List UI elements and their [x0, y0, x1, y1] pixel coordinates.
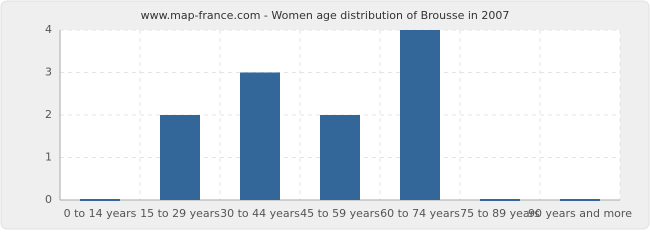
y-tick-label: 4 [45, 23, 52, 36]
bar [80, 199, 120, 201]
x-tick-label: 15 to 29 years [140, 207, 220, 220]
y-tick-label: 0 [45, 193, 52, 206]
x-tick-label: 30 to 44 years [220, 207, 300, 220]
x-tick-label: 0 to 14 years [64, 207, 137, 220]
bar [240, 72, 280, 200]
bar [480, 199, 520, 201]
chart-title: www.map-france.com - Women age distribut… [141, 9, 510, 22]
bar [320, 115, 360, 200]
x-tick-label: 45 to 59 years [300, 207, 380, 220]
bar [400, 30, 440, 200]
y-tick-label: 2 [45, 108, 52, 121]
y-tick-label: 1 [45, 151, 52, 164]
x-tick-label: 90 years and more [528, 207, 632, 220]
x-tick-label: 60 to 74 years [380, 207, 460, 220]
y-tick-label: 3 [45, 66, 52, 79]
x-tick-label: 75 to 89 years [460, 207, 540, 220]
bar [160, 115, 200, 200]
chart: www.map-france.com - Women age distribut… [0, 0, 650, 230]
bar [560, 199, 600, 201]
